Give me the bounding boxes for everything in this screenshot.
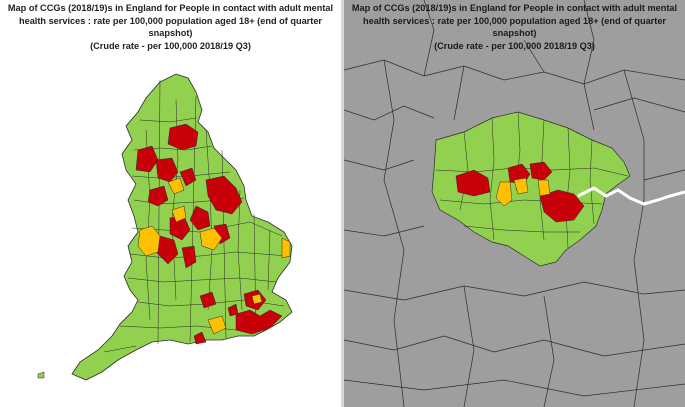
london-high-rate-ccgs	[455, 161, 585, 223]
isles-of-scilly	[37, 371, 45, 379]
london-mid-rate-ccgs	[495, 177, 551, 207]
title-line-2: health services : rate per 100,000 popul…	[18, 15, 323, 26]
ccg-region	[495, 181, 513, 207]
england-map[interactable]	[0, 0, 341, 407]
london-ccg-boundaries	[435, 111, 629, 249]
panel-divider	[341, 0, 344, 407]
high-rate-ccgs	[135, 123, 283, 345]
london-map-panel: Map of CCGs (2018/19)s in England for Pe…	[344, 0, 685, 407]
ccg-region	[167, 177, 185, 195]
map-subtitle: (Crude rate - per 100,000 2018/19 Q3)	[90, 40, 251, 51]
thames-river	[577, 186, 685, 206]
title-line-3: snapshot)	[148, 28, 193, 38]
title-line-3: snapshot)	[492, 28, 537, 38]
ccg-region	[207, 315, 227, 335]
ccg-region	[147, 185, 169, 207]
ccg-region	[199, 291, 217, 309]
ccg-region	[199, 227, 223, 251]
title-line-1: Map of CCGs (2018/19)s in England for Pe…	[351, 3, 678, 13]
map-subtitle: (Crude rate - per 100,000 2018/19 Q3)	[434, 40, 595, 51]
ccg-region	[171, 205, 187, 223]
ccg-region	[539, 189, 585, 223]
ccg-region	[137, 225, 161, 257]
title-line-2: health services : rate per 100,000 popul…	[362, 15, 667, 26]
ccg-region	[205, 175, 243, 215]
ccg-region	[167, 123, 199, 151]
ccg-region	[179, 167, 197, 187]
mid-rate-ccgs	[137, 177, 291, 335]
title-line-1: Map of CCGs (2018/19)s in England for Pe…	[7, 3, 334, 13]
surrounding-boundaries	[344, 0, 685, 407]
london-map[interactable]	[344, 0, 685, 407]
ccg-region	[235, 309, 283, 335]
ccg-region	[455, 169, 491, 197]
england-map-panel: Map of CCGs (2018/19)s in England for Pe…	[0, 0, 341, 407]
london-map-title: Map of CCGs (2018/19)s in England for Pe…	[344, 2, 685, 52]
ccg-region	[251, 293, 263, 305]
ccg-region	[513, 177, 529, 195]
ccg-region	[193, 331, 207, 345]
ccg-region	[537, 179, 551, 197]
ccg-region	[529, 161, 553, 181]
ccg-region	[155, 157, 179, 183]
ccg-region	[181, 245, 197, 269]
ccg-region	[189, 205, 211, 231]
ccg-region	[227, 303, 239, 317]
england-map-title: Map of CCGs (2018/19)s in England for Pe…	[0, 2, 341, 52]
ccg-region	[135, 145, 159, 173]
ccg-region	[281, 237, 291, 259]
